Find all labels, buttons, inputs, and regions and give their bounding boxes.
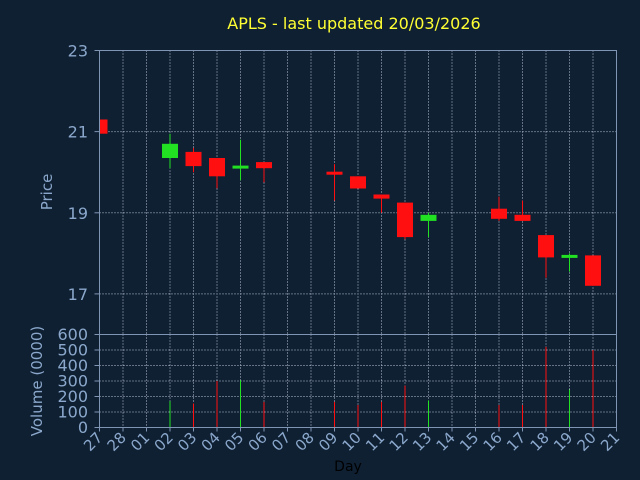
volume-axis-label: Volume (0000) [28,326,46,436]
volume-tick-label: 300 [57,372,88,391]
volume-tick-label: 200 [57,387,88,406]
price-tick-label: 19 [68,204,88,223]
x-tick-label: 15 [456,429,482,455]
x-tick-label: 16 [480,429,506,455]
price-tick-label: 17 [68,285,88,304]
x-axis-label: Day [334,459,362,475]
candle [232,139,249,181]
candle [397,202,413,240]
x-tick-label: 17 [503,429,529,455]
x-tick-label: 02 [151,429,177,455]
candle-body [209,158,225,177]
x-tick-label: 11 [362,429,388,455]
candle-body [397,202,413,238]
candle-body [538,235,554,258]
candle-body [232,165,249,169]
price-candles [99,119,601,286]
candle-body [561,254,578,258]
candle [561,253,578,272]
candle [350,176,366,189]
candle-body [162,143,178,158]
candle-body [185,151,202,167]
x-tick-label: 07 [268,429,294,455]
x-tick-label: 09 [315,429,341,455]
price-tick-label: 23 [68,42,88,61]
price-tick-label: 21 [68,123,88,142]
candle [373,194,390,213]
candle-body [585,255,601,286]
x-tick-labels: 2728010203040506070809101112131415161718… [80,427,623,455]
candle-body [373,194,390,199]
x-tick-label: 13 [409,429,435,455]
x-tick-label: 12 [386,429,412,455]
candle [420,212,437,238]
volume-bars [169,346,594,428]
candle [209,158,225,189]
price-y-tick-labels: 17 19 21 23 [68,42,100,304]
candle-body [420,214,437,221]
x-tick-label: 14 [433,429,459,455]
price-grid [99,50,617,335]
candle [162,133,178,169]
candle [99,119,108,134]
x-tick-label: 10 [339,429,365,455]
candle-body [491,208,507,219]
candle-body [350,176,366,189]
x-tick-label: 08 [292,429,318,455]
x-tick-label: 03 [174,429,200,455]
candle [514,200,531,221]
candle-body [99,119,108,134]
x-tick-label: 20 [574,429,600,455]
volume-tick-label: 400 [57,356,88,375]
candle [538,235,554,278]
x-tick-label: 19 [550,429,576,455]
volume-tick-label: 500 [57,341,88,360]
x-tick-label: 06 [245,429,271,455]
candle-body [326,171,343,175]
volume-tick-label: 100 [57,403,88,422]
candle-body [514,214,531,221]
volume-tick-label: 0 [78,418,88,437]
candle-body [256,162,272,169]
x-tick-label: 04 [198,429,224,455]
candle [185,147,202,173]
chart-title: APLS - last updated 20/03/2026 [227,14,480,33]
candle [491,196,507,221]
volume-tick-label: 600 [57,325,88,344]
price-axis-label: Price [38,174,56,211]
x-tick-label: 05 [221,429,247,455]
x-tick-label: 21 [597,429,623,455]
candle [585,255,601,286]
candle [326,164,343,201]
x-tick-label: 28 [104,429,130,455]
x-tick-label: 01 [127,429,153,455]
x-tick-label: 18 [527,429,553,455]
candle [256,162,272,183]
